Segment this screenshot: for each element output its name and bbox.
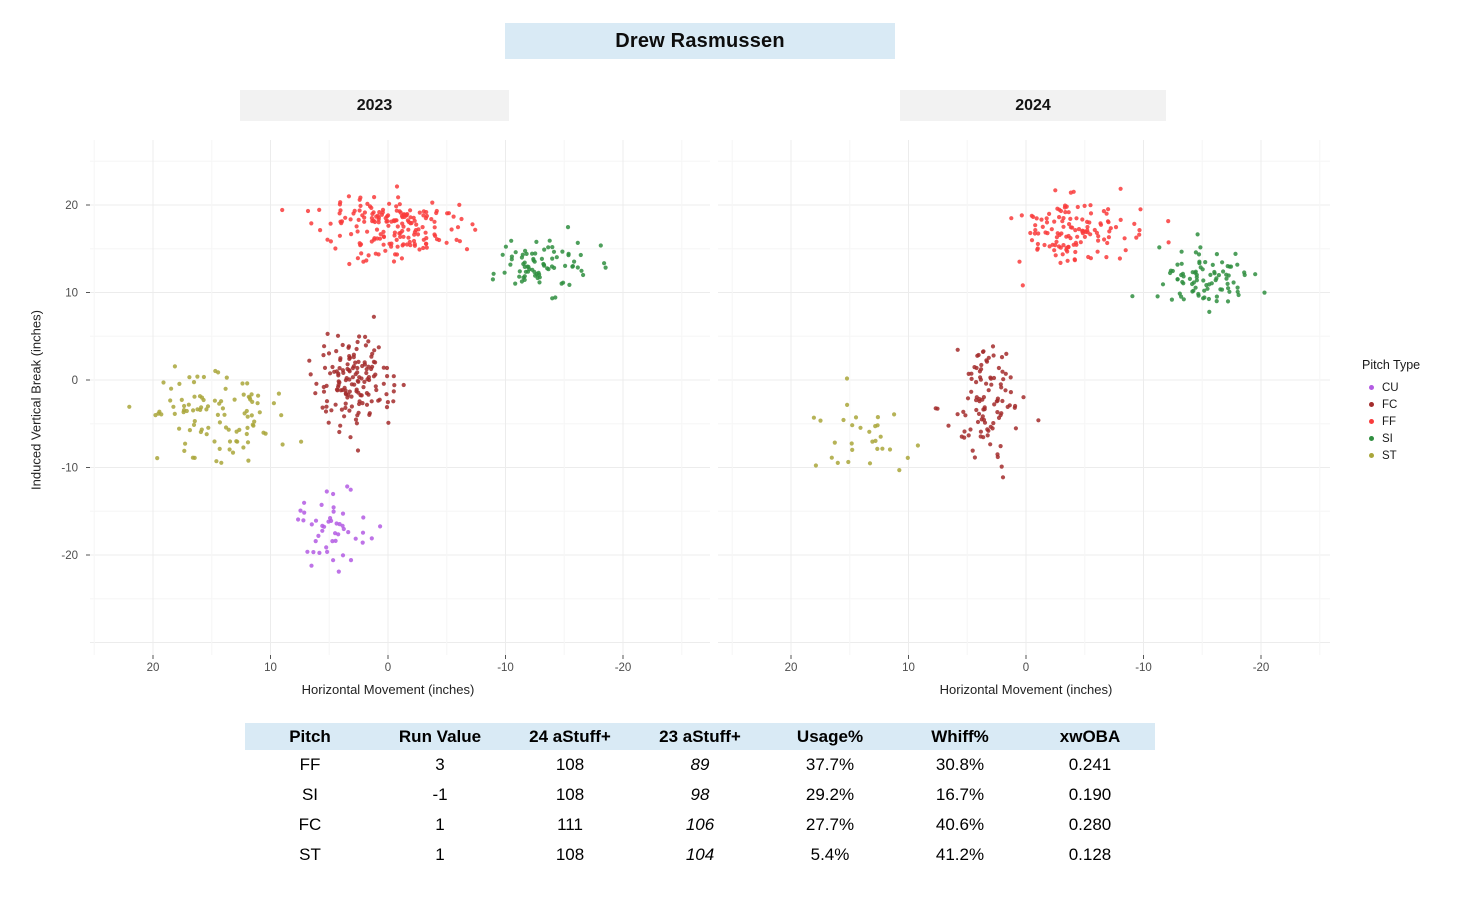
legend: Pitch Type CU FC FF SI ST <box>1362 358 1420 464</box>
table-cell: 40.6% <box>935 815 985 834</box>
cluster-ST-2024 <box>811 376 921 473</box>
table-cell: 1 <box>435 815 445 834</box>
column-header: Pitch <box>289 727 331 746</box>
legend-dot-FC <box>1369 402 1374 407</box>
legend-label: FC <box>1382 398 1398 411</box>
legend-title: Pitch Type <box>1362 358 1421 372</box>
table-cell: 29.2% <box>805 785 855 804</box>
column-header: Usage% <box>796 727 864 746</box>
table-cell: 104 <box>685 845 715 864</box>
table-cell: FF <box>299 755 321 774</box>
column-header: 24 aStuff+ <box>529 727 611 746</box>
table-cell: 98 <box>690 785 710 804</box>
cluster-FF-2023 <box>280 184 478 267</box>
table-header: Pitch Run Value 24 aStuff+ 23 aStuff+ Usage%… <box>245 723 1155 750</box>
svg-text:0: 0 <box>1023 662 1029 674</box>
table-cell: 0.280 <box>1068 815 1112 834</box>
table-cell: FC <box>298 815 322 834</box>
table-row: FF 3 108 89 37.7% 30.8% 0.241 <box>245 750 1155 780</box>
table-cell: 0.128 <box>1068 845 1112 864</box>
cluster-SI-2024 <box>1130 232 1267 314</box>
table-row: SI -1 108 98 29.2% 16.7% 0.190 <box>245 780 1155 810</box>
table-cell: 27.7% <box>805 815 855 834</box>
cluster-FC-2024 <box>933 344 1041 480</box>
column-header: xwOBA <box>1059 727 1121 746</box>
pitch-stats-table: Pitch Run Value 24 aStuff+ 23 aStuff+ Usage%… <box>245 723 1155 870</box>
legend-dot-FF <box>1369 419 1374 424</box>
table-cell: 108 <box>555 845 585 864</box>
table-cell: 108 <box>555 785 585 804</box>
table-cell: 0.241 <box>1068 755 1112 774</box>
svg-text:-10: -10 <box>1135 662 1152 674</box>
legend-label: SI <box>1382 432 1393 445</box>
table-cell: 3 <box>435 755 445 774</box>
legend-item-SI: SI <box>1362 430 1420 447</box>
svg-text:20: 20 <box>65 200 78 212</box>
svg-text:-10: -10 <box>61 463 78 475</box>
svg-text:-20: -20 <box>1253 662 1270 674</box>
x-axis-title-2024: Horizontal Movement (inches) <box>939 682 1113 697</box>
legend-item-ST: ST <box>1362 447 1420 464</box>
svg-text:10: 10 <box>902 662 915 674</box>
table-cell: 37.7% <box>805 755 855 774</box>
facet-label-2023: 2023 <box>240 90 509 121</box>
table-cell: 108 <box>555 755 585 774</box>
cluster-ST-2023 <box>127 364 304 465</box>
table-cell: 1 <box>435 845 445 864</box>
table-cell: 16.7% <box>935 785 985 804</box>
cluster-FC-2023 <box>307 314 406 453</box>
table-cell: 0.190 <box>1068 785 1112 804</box>
table-cell: 89 <box>690 755 710 774</box>
svg-text:0: 0 <box>72 375 78 387</box>
panel-2024: 20 10 0 -10 -20 <box>718 140 1330 674</box>
cluster-SI-2023 <box>490 225 608 301</box>
panel-2023: 20 10 0 -10 -20 20 10 0 -10 -20 <box>61 140 710 674</box>
facet-label-2024: 2024 <box>900 90 1166 121</box>
column-header: Run Value <box>398 727 482 746</box>
table-cell: 41.2% <box>935 845 985 864</box>
svg-text:20: 20 <box>785 662 798 674</box>
svg-text:-20: -20 <box>61 550 78 562</box>
table-cell: 111 <box>557 815 583 834</box>
table-row: ST 1 108 104 5.4% 41.2% 0.128 <box>245 840 1155 870</box>
legend-label: FF <box>1382 415 1397 428</box>
table-cell: SI <box>301 785 319 804</box>
cluster-CU-2023 <box>296 484 383 574</box>
legend-label: ST <box>1382 449 1397 462</box>
legend-item-FC: FC <box>1362 396 1420 413</box>
svg-text:0: 0 <box>385 662 391 674</box>
legend-dot-SI <box>1369 436 1374 441</box>
svg-text:-20: -20 <box>615 662 632 674</box>
y-axis-title: Induced Vertical Break (inches) <box>28 310 44 490</box>
legend-label: CU <box>1382 381 1399 394</box>
x-axis-title-2023: Horizontal Movement (inches) <box>301 682 475 697</box>
table-row: FC 1 111 106 27.7% 40.6% 0.280 <box>245 810 1155 840</box>
page-title: Drew Rasmussen <box>505 23 895 59</box>
table-cell: 106 <box>685 815 715 834</box>
svg-text:10: 10 <box>264 662 277 674</box>
table-cell: 5.4% <box>810 845 850 864</box>
legend-dot-CU <box>1369 385 1374 390</box>
svg-text:10: 10 <box>65 288 78 300</box>
table-cell: -1 <box>432 785 448 804</box>
legend-item-CU: CU <box>1362 379 1420 396</box>
legend-dot-ST <box>1369 453 1374 458</box>
column-header: Whiff% <box>931 727 989 746</box>
table-cell: ST <box>299 845 321 864</box>
column-header: 23 aStuff+ <box>659 727 741 746</box>
legend-item-FF: FF <box>1362 413 1420 430</box>
svg-text:20: 20 <box>147 662 160 674</box>
cluster-FF-2024 <box>1009 186 1171 288</box>
table-cell: 30.8% <box>935 755 985 774</box>
svg-text:-10: -10 <box>497 662 514 674</box>
